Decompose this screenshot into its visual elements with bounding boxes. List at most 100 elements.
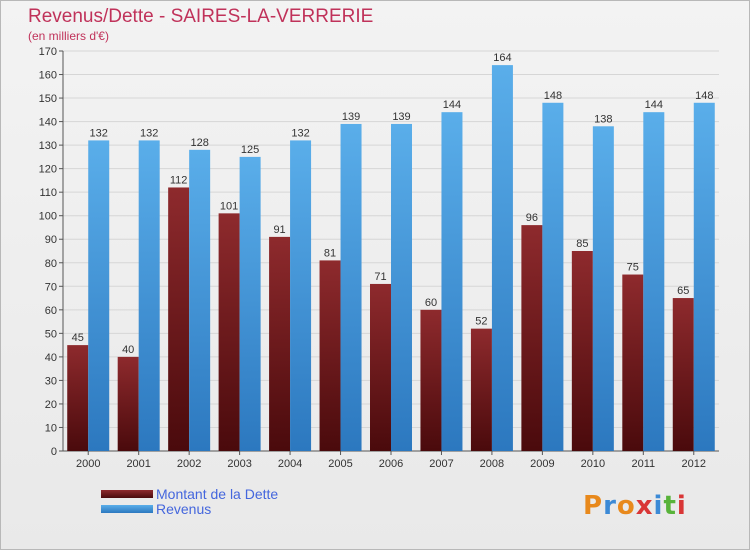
data-label-debt: 101 xyxy=(220,200,238,212)
data-label-revenue: 138 xyxy=(594,113,612,125)
x-tick-label: 2011 xyxy=(631,458,655,470)
bar-revenue xyxy=(88,140,110,452)
bar-debt xyxy=(420,309,442,451)
bar-revenue xyxy=(693,102,715,451)
x-tick-label: 2000 xyxy=(76,458,100,470)
bar-debt xyxy=(470,328,492,451)
data-label-debt: 81 xyxy=(324,247,336,259)
bar-revenue xyxy=(290,140,312,452)
y-tick-label: 80 xyxy=(45,258,57,270)
y-tick-label: 110 xyxy=(39,187,57,199)
legend-swatch-debt xyxy=(101,490,153,498)
bar-debt xyxy=(672,298,694,451)
logo-letter: i xyxy=(676,491,687,521)
data-label-revenue: 148 xyxy=(544,90,562,102)
logo-letter: i xyxy=(653,491,664,521)
y-tick-label: 10 xyxy=(45,422,57,434)
data-label-revenue: 139 xyxy=(342,111,360,123)
chart-title: Revenus/Dette - SAIRES-LA-VERRERIE xyxy=(28,6,374,27)
data-label-revenue: 132 xyxy=(90,127,108,139)
data-label-debt: 85 xyxy=(576,238,588,250)
y-tick-label: 120 xyxy=(39,164,57,176)
legend-swatch-revenue xyxy=(101,505,153,513)
data-label-debt: 52 xyxy=(475,316,487,328)
x-tick-label: 2003 xyxy=(227,458,251,470)
y-tick-label: 50 xyxy=(45,328,57,340)
bar-debt xyxy=(269,236,291,451)
y-tick-label: 60 xyxy=(45,305,57,317)
x-tick-label: 2009 xyxy=(530,458,554,470)
data-label-revenue: 125 xyxy=(241,144,259,156)
bar-debt xyxy=(370,283,391,451)
data-label-revenue: 139 xyxy=(392,111,410,123)
bar-debt xyxy=(117,356,139,451)
bar-revenue xyxy=(138,140,160,452)
data-label-revenue: 148 xyxy=(695,90,713,102)
x-tick-label: 2004 xyxy=(278,458,302,470)
bar-debt xyxy=(218,213,240,451)
data-label-debt: 45 xyxy=(72,332,84,344)
bar-debt xyxy=(622,274,644,451)
data-label-revenue: 164 xyxy=(493,52,511,64)
y-tick-label: 30 xyxy=(45,375,57,387)
data-label-debt: 65 xyxy=(677,285,689,297)
data-label-debt: 112 xyxy=(170,174,188,186)
data-label-debt: 40 xyxy=(122,344,134,356)
bars xyxy=(67,65,715,452)
x-tick-label: 2002 xyxy=(177,458,201,470)
data-label-debt: 96 xyxy=(526,212,538,224)
y-tick-label: 40 xyxy=(45,352,57,364)
data-label-debt: 91 xyxy=(273,224,285,236)
y-tick-label: 70 xyxy=(45,281,57,293)
bar-revenue xyxy=(592,126,614,451)
bar-debt xyxy=(67,345,89,451)
x-tick-label: 2001 xyxy=(126,458,150,470)
bar-revenue xyxy=(189,149,211,451)
bar-revenue xyxy=(643,112,665,452)
bar-debt xyxy=(168,187,190,451)
data-label-revenue: 132 xyxy=(140,127,158,139)
bar-debt xyxy=(571,251,593,451)
x-tick-label: 2008 xyxy=(480,458,504,470)
y-tick-label: 160 xyxy=(39,70,57,82)
data-label-revenue: 144 xyxy=(645,99,663,111)
y-tick-label: 150 xyxy=(39,93,57,105)
bar-revenue xyxy=(391,123,412,452)
bar-revenue xyxy=(491,65,513,451)
bar-revenue xyxy=(542,102,564,451)
bar-revenue xyxy=(441,112,463,452)
logo-letter: o xyxy=(616,491,636,521)
legend-label-debt: Montant de la Dette xyxy=(156,486,279,502)
proxiti-logo: Proxiti xyxy=(583,491,687,521)
x-tick-label: 2005 xyxy=(328,458,352,470)
data-label-revenue: 128 xyxy=(190,137,208,149)
logo-letter: P xyxy=(583,491,604,521)
legend-label-revenue: Revenus xyxy=(156,501,212,517)
x-tick-label: 2010 xyxy=(581,458,605,470)
y-tick-label: 140 xyxy=(39,117,57,129)
y-tick-label: 100 xyxy=(39,211,57,223)
x-tick-label: 2006 xyxy=(379,458,403,470)
data-label-debt: 75 xyxy=(627,262,639,274)
data-label-revenue: 132 xyxy=(291,127,309,139)
y-tick-label: 90 xyxy=(45,234,57,246)
data-labels: 45 132 40 132 112 128 101 125 91 132 81 139 71 139 60 1… xyxy=(72,52,714,356)
logo-letter: t xyxy=(663,491,677,521)
x-tick-label: 2012 xyxy=(682,458,706,470)
data-label-debt: 60 xyxy=(425,297,437,309)
bar-revenue xyxy=(340,123,362,452)
data-label-revenue: 144 xyxy=(443,99,461,111)
bar-debt xyxy=(521,225,543,451)
bar-debt xyxy=(319,260,341,451)
y-tick-label: 20 xyxy=(45,399,57,411)
chart-subtitle: (en milliers d'€) xyxy=(28,29,109,43)
x-tick-label: 2007 xyxy=(429,458,453,470)
y-tick-label: 170 xyxy=(39,46,57,58)
logo-letter: x xyxy=(635,491,654,521)
data-label-debt: 71 xyxy=(374,271,386,283)
y-tick-label: 130 xyxy=(39,140,57,152)
logo-letter: r xyxy=(603,491,617,521)
bar-revenue xyxy=(239,156,261,451)
